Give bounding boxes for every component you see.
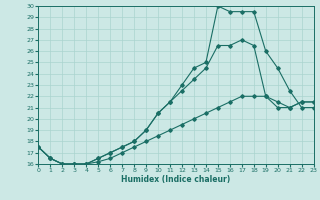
X-axis label: Humidex (Indice chaleur): Humidex (Indice chaleur) xyxy=(121,175,231,184)
